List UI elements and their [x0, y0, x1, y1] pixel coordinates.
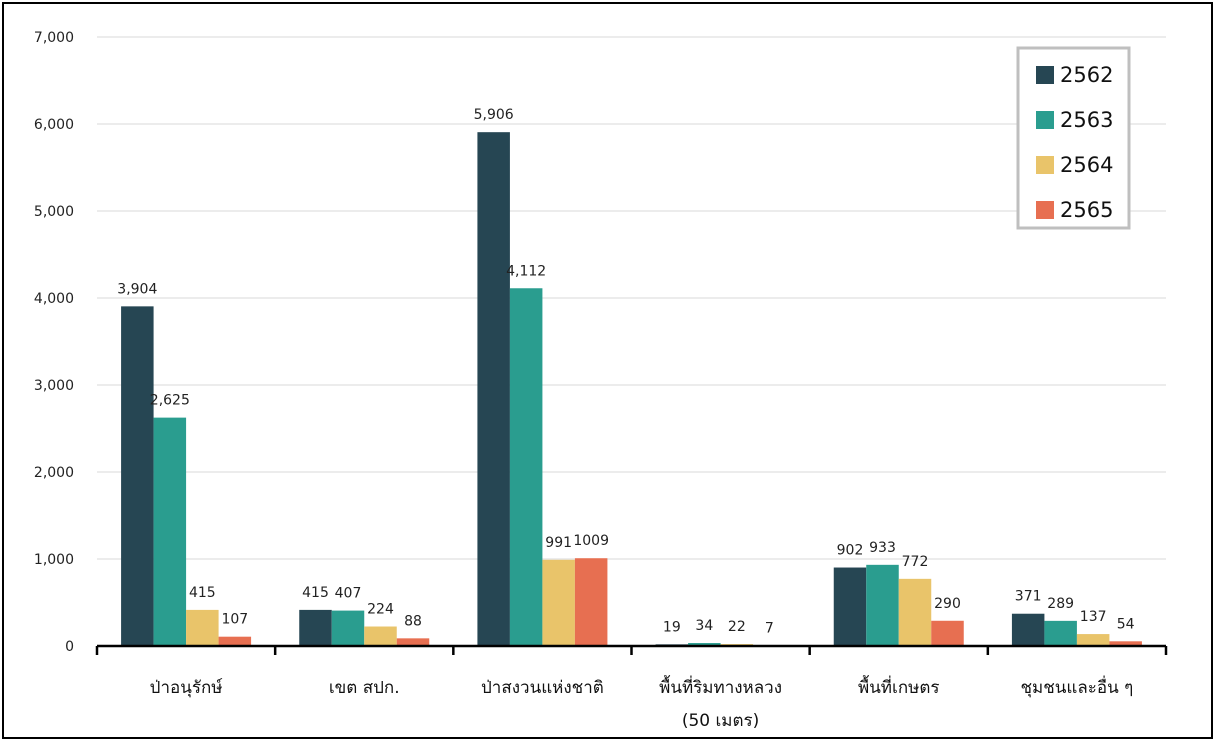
data-label: 1009	[573, 533, 609, 549]
bar-2564	[542, 559, 575, 646]
data-label: 7	[765, 620, 774, 636]
y-tick-label: 4,000	[34, 291, 74, 307]
bar-2564	[186, 609, 219, 646]
bar-2565	[574, 558, 608, 646]
category-label: พื้นที่ริมทางหลวง	[659, 675, 782, 698]
category-label: เขต สปก.	[329, 678, 400, 698]
bar-2562	[1011, 613, 1045, 646]
legend-label: 2562	[1060, 63, 1113, 87]
data-label: 5,906	[474, 107, 514, 123]
data-label: 415	[302, 585, 329, 601]
data-label: 289	[1047, 596, 1074, 612]
data-label: 88	[404, 613, 422, 629]
category-label: ป่าอนุรักษ์	[150, 678, 223, 698]
bar-2565	[218, 636, 252, 646]
bar-2563	[688, 643, 721, 646]
legend-swatch-2565	[1036, 201, 1054, 219]
data-label: 772	[902, 554, 929, 570]
y-tick-label: 3,000	[34, 378, 74, 394]
data-label: 4,112	[506, 263, 546, 279]
bar-2565	[396, 638, 430, 646]
data-label: 415	[189, 585, 216, 601]
data-label: 2,625	[150, 393, 190, 409]
data-label: 933	[869, 540, 896, 556]
bar-2562	[121, 306, 154, 646]
bar-2565	[931, 620, 964, 646]
bar-2565	[1109, 641, 1142, 646]
category-label: ชุมชนและอื่น ๆ	[1021, 675, 1134, 698]
legend-label: 2564	[1060, 153, 1113, 177]
data-label: 54	[1117, 616, 1135, 632]
y-tick-label: 6,000	[34, 117, 74, 133]
data-label: 371	[1015, 589, 1042, 605]
bar-2564	[898, 578, 932, 646]
bar-2562	[833, 567, 867, 646]
legend-label: 2563	[1060, 108, 1113, 132]
data-label: 107	[221, 612, 248, 628]
legend-swatch-2564	[1036, 156, 1054, 174]
data-label: 224	[367, 602, 394, 618]
y-tick-label: 2,000	[34, 465, 74, 481]
data-label: 34	[695, 618, 713, 634]
y-tick-label: 1,000	[34, 552, 74, 568]
y-tick-label: 7,000	[34, 30, 74, 46]
data-label: 3,904	[117, 281, 157, 297]
bar-2562	[477, 132, 510, 647]
data-label: 290	[934, 596, 961, 612]
bar-2562	[299, 609, 332, 646]
bar-2563	[866, 564, 899, 646]
data-label: 19	[663, 619, 681, 635]
category-label: (50 เมตร)	[682, 711, 760, 731]
bar-2564	[364, 626, 397, 646]
bar-2563	[509, 288, 543, 646]
bar-2563	[153, 417, 187, 646]
data-label: 137	[1080, 609, 1107, 625]
bar-2563	[331, 610, 365, 646]
legend-label: 2565	[1060, 198, 1113, 222]
bar-2564	[1076, 634, 1110, 646]
data-label: 22	[728, 619, 746, 635]
data-label: 902	[837, 543, 864, 559]
data-label: 991	[545, 535, 572, 551]
category-label: ป่าสงวนแห่งชาติ	[481, 678, 604, 698]
y-tick-label: 0	[65, 639, 74, 655]
y-tick-label: 5,000	[34, 204, 74, 220]
legend-swatch-2562	[1036, 66, 1054, 84]
data-label: 407	[335, 586, 362, 602]
legend-swatch-2563	[1036, 111, 1054, 129]
bar-2563	[1044, 620, 1077, 646]
category-label: พื้นที่เกษตร	[858, 675, 940, 698]
